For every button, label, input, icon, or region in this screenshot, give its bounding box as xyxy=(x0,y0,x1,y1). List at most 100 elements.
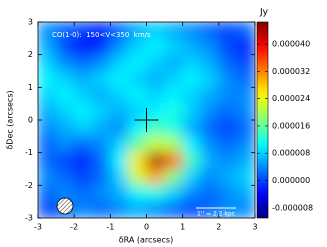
map-cell xyxy=(218,103,238,121)
map-cell xyxy=(55,37,75,56)
map-cell xyxy=(127,54,147,72)
map-cell xyxy=(127,184,147,203)
map-cell xyxy=(55,22,75,39)
map-cell xyxy=(109,86,129,105)
y-tick-label: -3 xyxy=(25,214,33,223)
map-cell xyxy=(146,168,166,186)
map-cell xyxy=(164,119,184,137)
map-cell xyxy=(109,201,129,218)
map-cell xyxy=(200,54,220,72)
map-cell xyxy=(236,37,255,56)
map-cell xyxy=(182,86,202,105)
map-cell xyxy=(38,86,57,105)
map-cell xyxy=(164,70,184,88)
map-cell xyxy=(55,86,75,105)
map-cell xyxy=(91,184,111,203)
x-tick-label: 3 xyxy=(252,223,257,232)
map-cell xyxy=(73,70,93,88)
map-cell xyxy=(182,70,202,88)
map-cell xyxy=(146,103,166,121)
map-cell xyxy=(182,152,202,170)
map-cell xyxy=(91,201,111,218)
map-cell xyxy=(218,70,238,88)
map-cell xyxy=(73,184,93,203)
map-cell xyxy=(200,70,220,88)
map-cell xyxy=(109,22,129,39)
map-cell xyxy=(73,54,93,72)
map-cell xyxy=(164,86,184,105)
x-tick-label: -2 xyxy=(70,223,78,232)
map-cell xyxy=(38,70,57,88)
map-cell xyxy=(109,103,129,121)
map-cell xyxy=(236,103,255,121)
map-cell xyxy=(91,86,111,105)
map-cell xyxy=(146,119,166,137)
map-cell xyxy=(200,103,220,121)
x-tick-label: 2 xyxy=(216,223,221,232)
colorbar-label: Jy xyxy=(259,8,269,18)
map-cell xyxy=(73,103,93,121)
map-cell xyxy=(164,152,184,170)
map-cell xyxy=(55,70,75,88)
map-cell xyxy=(38,37,57,56)
map-cell xyxy=(146,184,166,203)
map-cell xyxy=(127,103,147,121)
map-cell xyxy=(91,22,111,39)
map-cell xyxy=(164,37,184,56)
map-cell xyxy=(236,54,255,72)
map-cell xyxy=(146,22,166,39)
map-cell xyxy=(55,152,75,170)
map-cell xyxy=(200,135,220,154)
map-cell xyxy=(236,119,255,137)
scale-bar-label: 1'' = 2.2 kpc xyxy=(197,211,235,218)
map-cell xyxy=(55,135,75,154)
map-cell xyxy=(200,37,220,56)
colorbar-tick-label: 0.000016 xyxy=(272,121,310,130)
map-cell xyxy=(236,22,255,39)
map-cell xyxy=(91,70,111,88)
y-tick-label: 2 xyxy=(28,50,33,59)
map-cell xyxy=(127,22,147,39)
map-cell xyxy=(146,70,166,88)
map-cell xyxy=(200,22,220,39)
map-cell xyxy=(73,168,93,186)
plot-frame xyxy=(37,21,256,219)
y-tick-label: -2 xyxy=(25,181,33,190)
map-cell xyxy=(73,135,93,154)
map-cell xyxy=(73,86,93,105)
map-cell xyxy=(182,168,202,186)
colorbar-tick-label: 0.000040 xyxy=(272,40,310,49)
map-cell xyxy=(200,152,220,170)
y-tick-label: 3 xyxy=(28,18,33,27)
map-cell xyxy=(164,54,184,72)
map xyxy=(38,22,255,218)
map-cell xyxy=(109,152,129,170)
map-cell xyxy=(109,184,129,203)
colorbar-tick-label: 0.000000 xyxy=(272,176,310,185)
map-cell xyxy=(38,152,57,170)
map-cell xyxy=(218,135,238,154)
map-cell xyxy=(218,54,238,72)
colorbar-tick-label: -0.000008 xyxy=(272,203,313,212)
map-cell xyxy=(73,37,93,56)
map-cell xyxy=(200,184,220,203)
map-cell xyxy=(127,135,147,154)
map-cell xyxy=(127,152,147,170)
map-cell xyxy=(218,168,238,186)
map-cell xyxy=(236,152,255,170)
colorbar xyxy=(256,21,269,219)
map-cell xyxy=(236,135,255,154)
map-cell xyxy=(218,86,238,105)
map-cell xyxy=(55,184,75,203)
map-cell xyxy=(109,135,129,154)
map-cell xyxy=(182,103,202,121)
map-cell xyxy=(91,135,111,154)
map-cell xyxy=(127,168,147,186)
y-axis-label: δDec (arcsecs) xyxy=(6,90,15,149)
map-cell xyxy=(55,119,75,137)
map-cell xyxy=(91,54,111,72)
map-cell xyxy=(91,152,111,170)
map-cell xyxy=(182,37,202,56)
map-cell xyxy=(146,152,166,170)
